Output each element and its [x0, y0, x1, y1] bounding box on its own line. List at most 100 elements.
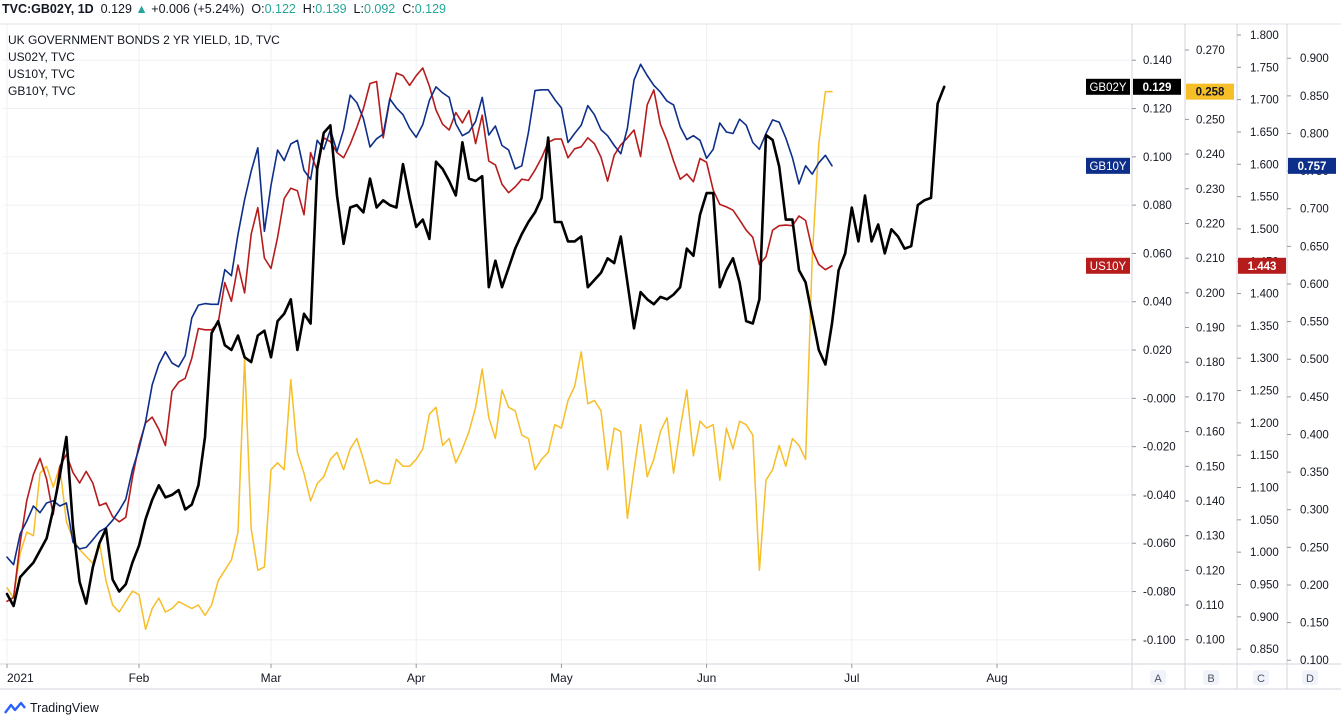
series-name-text-gb02y: GB02Y	[1089, 82, 1126, 94]
axis-letter-b: B	[1207, 673, 1214, 685]
brand-name: TradingView	[30, 701, 99, 715]
legend-item-gb10y[interactable]: GB10Y, TVC	[8, 84, 76, 98]
axis-tick-label-c: 1.050	[1250, 515, 1279, 527]
axis-tick-label-a: -0.000	[1143, 393, 1176, 405]
low-value: 0.092	[363, 2, 396, 16]
axis-tick-label-b: 0.170	[1196, 392, 1225, 404]
last-value-text-us10y: 1.443	[1248, 261, 1277, 273]
axis-tick-label-c: 0.850	[1250, 644, 1279, 656]
series-line-us02y	[6, 90, 833, 631]
axis-tick-label-a: 0.080	[1143, 200, 1172, 212]
x-tick-label: Jul	[844, 671, 859, 685]
price-change: +0.006 (+5.24%)	[151, 2, 245, 16]
axis-tick-label-b: 0.140	[1196, 496, 1225, 508]
axis-tick-label-b: 0.220	[1196, 218, 1225, 230]
axis-tick-label-b: 0.150	[1196, 461, 1225, 473]
axis-tick-label-b: 0.270	[1196, 45, 1225, 57]
axis-tick-label-c: 1.350	[1250, 321, 1279, 333]
axis-letter-c: C	[1257, 673, 1265, 685]
x-tick-label: Feb	[129, 671, 150, 685]
x-tick-label: May	[550, 671, 573, 685]
last-price: 0.129	[100, 2, 132, 16]
axis-tick-label-d: 0.900	[1300, 53, 1329, 65]
axis-tick-label-d: 0.200	[1300, 580, 1329, 592]
last-value-text-us02y: 0.258	[1196, 87, 1225, 99]
axis-tick-label-d: 0.800	[1300, 128, 1329, 140]
axis-tick-label-c: 1.800	[1250, 30, 1279, 42]
axis-tick-label-d: 0.100	[1300, 655, 1329, 667]
last-value-text-gb10y: 0.757	[1298, 161, 1327, 173]
axis-tick-label-c: 0.900	[1250, 612, 1279, 624]
legend-main-title[interactable]: UK GOVERNMENT BONDS 2 YR YIELD, 1D, TVC	[8, 33, 280, 47]
axis-tick-label-b: 0.250	[1196, 114, 1225, 126]
axis-tick-label-c: 1.400	[1250, 289, 1279, 301]
axis-letter-box	[1302, 670, 1318, 685]
axis-tick-label-d: 0.450	[1300, 392, 1329, 404]
axis-tick-label-d: 0.550	[1300, 317, 1329, 329]
axis-tick-label-c: 1.500	[1250, 224, 1279, 236]
axis-tick-label-c: 1.100	[1250, 483, 1279, 495]
close-value: 0.129	[414, 2, 446, 16]
axis-tick-label-a: -0.080	[1143, 587, 1176, 599]
axis-tick-label-c: 1.550	[1250, 192, 1279, 204]
symbol-name[interactable]: TVC:GB02Y, 1D	[2, 2, 94, 16]
series-name-tag-gb02y	[1086, 78, 1130, 95]
axis-tick-label-d: 0.850	[1300, 91, 1329, 103]
axis-tick-label-b: 0.100	[1196, 635, 1225, 647]
axis-tick-label-a: 0.020	[1143, 345, 1172, 357]
axis-tick-label-c: 1.600	[1250, 159, 1279, 171]
axis-tick-label-a: 0.140	[1143, 55, 1172, 67]
x-tick-label: 2021	[7, 671, 34, 685]
close-label: C:	[402, 2, 415, 16]
high-label: H:	[302, 2, 316, 16]
x-tick-label: Mar	[261, 671, 282, 685]
legend-item-us02y[interactable]: US02Y, TVC	[8, 50, 75, 64]
axis-tick-label-c: 1.650	[1250, 127, 1279, 139]
last-value-tag-gb02y	[1133, 78, 1181, 95]
axis-tick-label-a: 0.060	[1143, 248, 1172, 260]
axis-tick-label-d: 0.600	[1300, 279, 1329, 291]
series-name-tag-gb10y	[1086, 157, 1130, 174]
series-line-gb02y	[5, 85, 946, 608]
axis-tick-label-c: 1.700	[1250, 95, 1279, 107]
x-tick-label: Apr	[407, 671, 426, 685]
axis-tick-label-b: 0.210	[1196, 253, 1225, 265]
tradingview-icon	[4, 701, 26, 714]
axis-tick-label-d: 0.150	[1300, 618, 1329, 630]
axis-tick-label-d: 0.300	[1300, 505, 1329, 517]
axis-letter-box	[1150, 670, 1166, 685]
axis-tick-label-d: 0.250	[1300, 542, 1329, 554]
axis-tick-label-a: 0.040	[1143, 297, 1172, 309]
axis-tick-label-c: 1.750	[1250, 62, 1279, 74]
high-value: 0.139	[315, 2, 347, 16]
series-line-gb10y	[6, 63, 833, 566]
tradingview-logo[interactable]: TradingView	[4, 701, 99, 715]
axis-tick-label-c: 1.200	[1250, 418, 1279, 430]
axis-tick-label-a: 0.120	[1143, 104, 1172, 116]
axis-tick-label-b: 0.230	[1196, 184, 1225, 196]
open-value: 0.122	[264, 2, 296, 16]
axis-tick-label-a: -0.060	[1143, 538, 1176, 550]
axis-tick-label-b: 0.110	[1196, 600, 1224, 612]
axis-letter-box	[1203, 670, 1219, 685]
x-tick-label: Aug	[986, 671, 1007, 685]
axis-tick-label-a: -0.020	[1143, 442, 1176, 454]
last-value-tag-us10y	[1238, 257, 1286, 274]
axis-tick-label-b: 0.190	[1196, 323, 1225, 335]
axis-tick-label-b: 0.130	[1196, 531, 1225, 543]
axis-letter-a: A	[1154, 673, 1162, 685]
last-value-text-gb02y: 0.129	[1143, 82, 1172, 94]
series-name-text-us10y: US10Y	[1090, 261, 1127, 273]
axis-tick-label-c: 1.300	[1250, 353, 1279, 365]
axis-tick-label-d: 0.400	[1300, 429, 1329, 441]
axis-tick-label-c: 1.250	[1250, 386, 1279, 398]
series-line-us10y	[6, 67, 833, 603]
axis-tick-label-a: 0.100	[1143, 152, 1172, 164]
legend-item-us10y[interactable]: US10Y, TVC	[8, 67, 75, 81]
axis-tick-label-b: 0.240	[1196, 149, 1225, 161]
open-label: O:	[251, 2, 265, 16]
axis-tick-label-b: 0.200	[1196, 288, 1225, 300]
x-tick-label: Jun	[697, 671, 716, 685]
last-value-tag-us02y	[1186, 83, 1234, 100]
